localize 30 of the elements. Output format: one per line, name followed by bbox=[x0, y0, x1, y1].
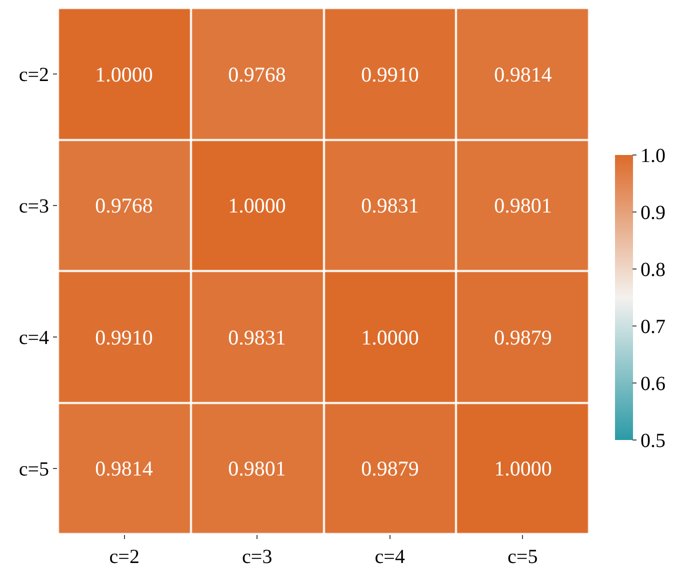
x-tick-label: c=3 bbox=[242, 546, 272, 568]
data-label: 1.0000 bbox=[494, 456, 552, 480]
data-label: 0.9910 bbox=[361, 62, 419, 86]
y-tick-label: c=2 bbox=[18, 64, 49, 86]
x-tick-label: c=2 bbox=[109, 546, 140, 568]
data-label: 0.9814 bbox=[95, 456, 154, 480]
color-bar-label: 0.7 bbox=[640, 316, 666, 338]
y-tick-label: c=3 bbox=[18, 195, 49, 218]
data-label: 1.0000 bbox=[361, 325, 419, 350]
data-label: 0.9814 bbox=[494, 62, 552, 86]
data-label: 0.9910 bbox=[95, 325, 153, 350]
color-bar-label: 0.5 bbox=[640, 430, 666, 452]
y-tick-label: c=5 bbox=[18, 458, 49, 480]
data-label: 0.9831 bbox=[228, 325, 286, 350]
color-bar-label: 0.9 bbox=[640, 202, 666, 224]
data-label: 0.9801 bbox=[228, 456, 286, 480]
data-label: 0.9879 bbox=[361, 456, 419, 480]
x-tick-label: c=4 bbox=[374, 546, 405, 568]
data-label: 0.9768 bbox=[95, 193, 153, 218]
color-bar-label: 0.6 bbox=[640, 372, 666, 395]
data-label: 0.9768 bbox=[228, 62, 286, 86]
data-label: 0.9801 bbox=[494, 193, 552, 218]
data-label: 1.0000 bbox=[95, 62, 153, 86]
x-tick-label: c=5 bbox=[508, 546, 538, 568]
data-label: 1.0000 bbox=[228, 193, 286, 218]
y-tick-label: c=4 bbox=[18, 326, 49, 349]
color-bar-label: 0.8 bbox=[640, 258, 666, 281]
data-label: 0.9879 bbox=[494, 325, 552, 350]
color-bar-label: 1.0 bbox=[640, 144, 666, 167]
data-label: 0.9831 bbox=[361, 193, 419, 218]
